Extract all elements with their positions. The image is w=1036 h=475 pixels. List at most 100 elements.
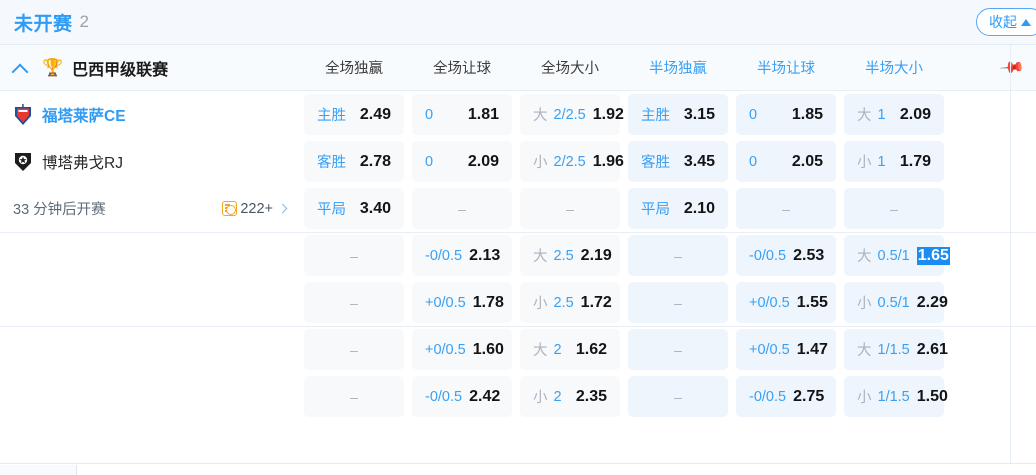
odds-value: 2.42	[469, 388, 500, 406]
odds-group: ––-0/0.52.13+0/0.51.78大2.52.19小2.51.72––…	[0, 232, 1036, 326]
odds-grid: 主胜2.49客胜2.78平局3.4001.8102.09–大2/2.51.92小…	[300, 91, 948, 232]
odds-cell[interactable]: 小0.5/12.29	[844, 282, 944, 323]
odds-grid: ––+0/0.51.60-0/0.52.42大21.62小22.35––+0/0…	[300, 326, 948, 420]
odds-line: 0	[425, 107, 433, 123]
odds-cell[interactable]: 小22.35	[520, 376, 620, 417]
odds-value: 2.35	[576, 388, 607, 406]
home-team-row[interactable]: 福塔莱萨CE	[0, 91, 300, 138]
odds-label-group: 大1/1.5	[857, 339, 910, 360]
odds-value: 1.78	[473, 294, 504, 312]
empty-dash: –	[350, 295, 358, 311]
odds-cell[interactable]: 01.85	[736, 94, 836, 135]
odds-label-group: 客胜	[317, 151, 346, 172]
odds-value: 2.09	[468, 153, 499, 171]
odds-cell[interactable]: 大1 2.09	[844, 94, 944, 135]
odds-cell[interactable]: 小2.51.72	[520, 282, 620, 323]
odds-cell[interactable]: -0/0.52.13	[412, 235, 512, 276]
odds-cell[interactable]: +0/0.51.55	[736, 282, 836, 323]
odds-cell[interactable]: 小2/2.51.96	[520, 141, 620, 182]
odds-cell[interactable]: 大21.62	[520, 329, 620, 370]
odds-label: 大	[857, 104, 872, 125]
column-header-5[interactable]: 半场让球	[732, 45, 840, 90]
odds-cell[interactable]: -0/0.52.42	[412, 376, 512, 417]
odds-column-6: 大0.5/11.65 小0.5/12.29	[840, 232, 948, 326]
collapse-all-button[interactable]: 收起	[976, 8, 1036, 36]
odds-line: -0/0.5	[749, 389, 786, 405]
odds-cell[interactable]: 大2/2.51.92	[520, 94, 620, 135]
odds-label-group: 主胜	[641, 104, 670, 125]
league-name: 巴西甲级联赛	[72, 56, 168, 80]
odds-cell[interactable]: 平局3.40	[304, 188, 404, 229]
home-team-crest-icon	[13, 104, 33, 126]
odds-line: -0/0.5	[425, 248, 462, 264]
odds-cell[interactable]: 02.05	[736, 141, 836, 182]
pin-button[interactable]: 📌	[1002, 45, 1022, 90]
divider	[76, 465, 77, 475]
odds-cell[interactable]: 客胜3.45	[628, 141, 728, 182]
odds-value: 2.29	[917, 294, 948, 312]
odds-column-6: 大1/1.52.61 小1/1.51.50	[840, 326, 948, 420]
chevron-up-icon[interactable]	[12, 60, 28, 76]
odds-value: 1.47	[797, 341, 828, 359]
odds-column-5: +0/0.51.47 -0/0.52.75	[732, 326, 840, 420]
odds-line: 2/2.5	[554, 154, 586, 170]
column-header-4[interactable]: 半场独赢	[624, 45, 732, 90]
odds-column-6: 大12.09小11.79–	[840, 91, 948, 232]
empty-dash: –	[674, 295, 682, 311]
odds-label-group: 0	[749, 154, 757, 170]
odds-cell[interactable]: -0/0.52.75	[736, 376, 836, 417]
more-markets-button[interactable]: 222+	[222, 201, 286, 217]
odds-value: 2.09	[900, 106, 931, 124]
odds-label-group: +0/0.5	[749, 295, 790, 311]
odds-cell[interactable]: 小1/1.51.50	[844, 376, 944, 417]
column-headers: 全场独赢全场让球全场大小半场独赢半场让球半场大小	[300, 45, 948, 90]
odds-cell-empty: –	[628, 282, 728, 323]
league-header[interactable]: 🏆 巴西甲级联赛 全场独赢全场让球全场大小半场独赢半场让球半场大小 📌	[0, 45, 1036, 90]
odds-cell[interactable]: 主胜2.49	[304, 94, 404, 135]
next-row-cell	[0, 465, 76, 475]
odds-cell[interactable]: 平局2.10	[628, 188, 728, 229]
odds-value: 1.79	[900, 153, 931, 171]
away-team-row[interactable]: 博塔弗戈RJ	[0, 138, 300, 185]
odds-cell[interactable]: +0/0.51.60	[412, 329, 512, 370]
odds-cell[interactable]: -0/0.52.53	[736, 235, 836, 276]
odds-value: 1.96	[593, 153, 624, 171]
column-header-2[interactable]: 全场让球	[408, 45, 516, 90]
odds-cell[interactable]: 01.81	[412, 94, 512, 135]
odds-cell[interactable]: 大0.5/11.65	[844, 235, 944, 276]
odds-cell[interactable]: 大1/1.52.61	[844, 329, 944, 370]
odds-cell[interactable]: +0/0.51.47	[736, 329, 836, 370]
column-header-6[interactable]: 半场大小	[840, 45, 948, 90]
odds-cell[interactable]: 02.09	[412, 141, 512, 182]
odds-cell[interactable]: 主胜 3.15	[628, 94, 728, 135]
odds-cell[interactable]: +0/0.51.78	[412, 282, 512, 323]
odds-line: 1	[878, 154, 886, 170]
odds-label: 平局	[641, 198, 670, 219]
column-header-1[interactable]: 全场独赢	[300, 45, 408, 90]
column-header-3[interactable]: 全场大小	[516, 45, 624, 90]
odds-label-group: 小2.5	[533, 292, 574, 313]
empty-dash: –	[350, 342, 358, 358]
odds-line: 1	[878, 107, 886, 123]
triangle-up-icon	[1021, 19, 1031, 26]
odds-group: ––+0/0.51.60-0/0.52.42大21.62小22.35––+0/0…	[0, 326, 1036, 420]
empty-dash: –	[458, 201, 466, 217]
odds-label-group: 0	[425, 154, 433, 170]
odds-label: 客胜	[317, 151, 346, 172]
odds-label-group: 大2	[533, 339, 562, 360]
odds-label: 大	[857, 245, 872, 266]
odds-cell[interactable]: 客胜2.78	[304, 141, 404, 182]
odds-line: 2	[554, 342, 562, 358]
odds-column-3: 大21.62 小22.35	[516, 326, 624, 420]
odds-label: 大	[533, 104, 548, 125]
odds-line: 0.5/1	[878, 295, 910, 311]
odds-cell[interactable]: 大2.52.19	[520, 235, 620, 276]
odds-label-group: 主胜	[317, 104, 346, 125]
odds-value: 2.53	[793, 247, 824, 265]
odds-value: 3.15	[684, 106, 715, 124]
odds-cell[interactable]: 小11.79	[844, 141, 944, 182]
match-block: 福塔莱萨CE博塔弗戈RJ33 分钟后开赛222+主胜2.49客胜2.78平局3.…	[0, 91, 1036, 420]
away-team-crest-icon	[13, 151, 33, 173]
odds-line: 2.5	[554, 295, 574, 311]
odds-value: 1.81	[468, 106, 499, 124]
